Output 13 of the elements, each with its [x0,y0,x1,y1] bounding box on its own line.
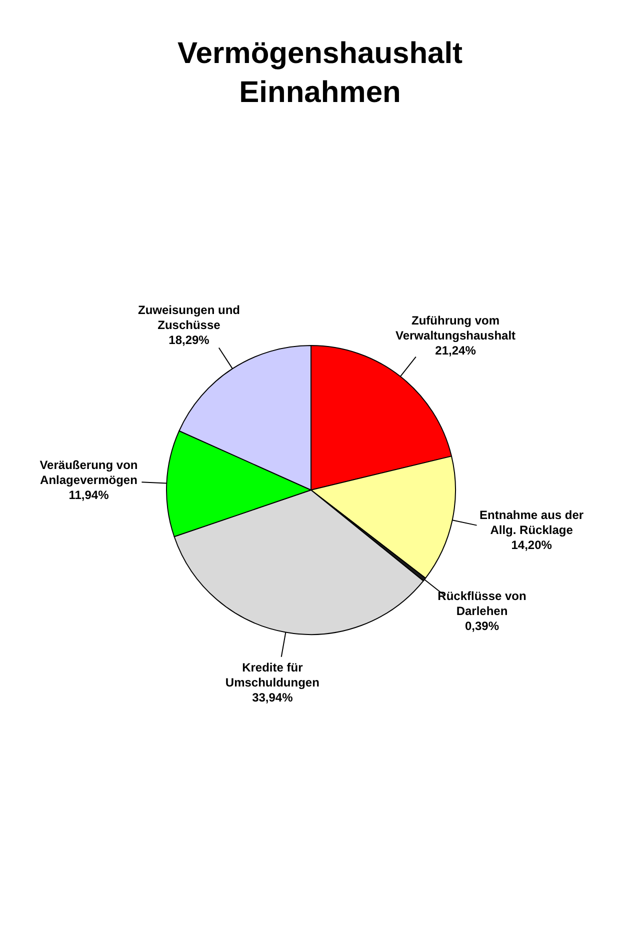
chart-title: Vermögenshaushalt Einnahmen [177,37,463,109]
slice-label: Zuweisungen und Zuschüsse [138,302,240,332]
slice-label: Entnahme aus der Allg. Rücklage [480,508,584,538]
slice-label: Veräußerung von Anlagevermögen [40,458,138,488]
data-label: 18,29% [168,332,210,347]
data-label: 21,24% [435,343,476,358]
slice-label: Rückflüsse von Darlehen [438,588,526,618]
data-label: 14,20% [511,538,552,552]
data-label: 0,39% [464,618,500,633]
data-label: 11,94% [68,488,110,502]
slice-label: Zuführung vom Verwaltungshaushalt [395,313,516,342]
data-label: 33,94% [252,690,294,704]
slice-label: Kredite für Umschuldungen [225,660,320,690]
